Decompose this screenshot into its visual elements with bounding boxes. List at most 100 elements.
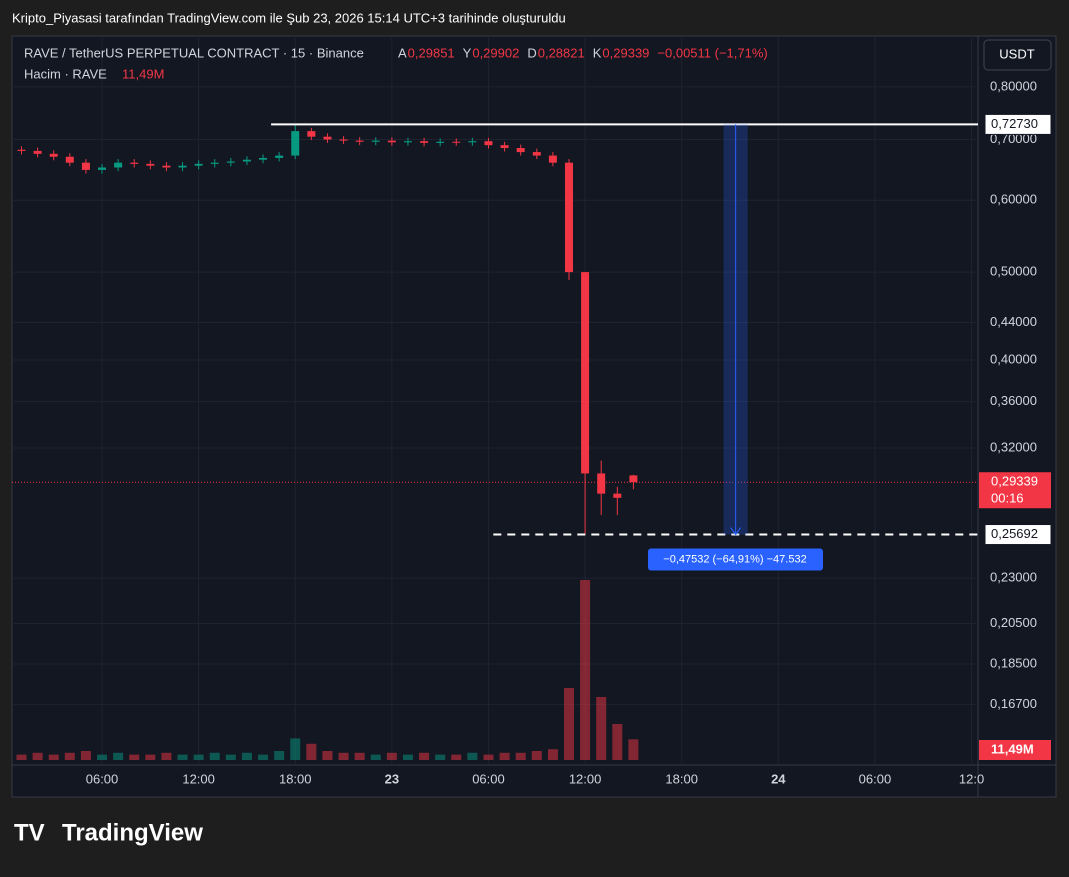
x-tick-label: 24 bbox=[771, 771, 786, 786]
candle-body bbox=[597, 473, 606, 494]
volume-bar bbox=[113, 752, 124, 760]
legend-high: 0,29902 bbox=[472, 45, 519, 60]
volume-bar bbox=[32, 752, 43, 760]
volume-bar bbox=[241, 752, 252, 760]
y-tick-label: 0,60000 bbox=[990, 192, 1037, 207]
volume-label-box bbox=[979, 740, 1051, 760]
candle-body bbox=[226, 161, 235, 163]
legend-open-label: A bbox=[398, 45, 407, 60]
volume-bar bbox=[451, 754, 462, 760]
candle-body bbox=[548, 155, 557, 163]
candle-body bbox=[420, 141, 429, 143]
price-label-box bbox=[984, 524, 1052, 546]
x-tick-label: 18:00 bbox=[665, 771, 698, 786]
candle-body bbox=[98, 167, 107, 170]
countdown: 00:16 bbox=[991, 491, 1024, 506]
candle-body bbox=[33, 150, 42, 154]
volume-bar bbox=[16, 754, 27, 760]
x-tick-label: 12:00 bbox=[569, 771, 602, 786]
logo-text: TradingView bbox=[62, 819, 203, 846]
x-tick-label: 06:00 bbox=[86, 771, 119, 786]
volume-bar bbox=[596, 697, 607, 760]
last-price: 0,29339 bbox=[991, 474, 1038, 489]
measure-label-box bbox=[648, 548, 823, 571]
candle-body bbox=[403, 141, 412, 143]
y-tick-label: 0,44000 bbox=[990, 314, 1037, 329]
candle-body bbox=[307, 131, 316, 137]
y-tick-label: 0,36000 bbox=[990, 393, 1037, 408]
volume-bar bbox=[547, 749, 558, 760]
symbol: RAVE / TetherUS PERPETUAL CONTRACT · 15 … bbox=[24, 45, 364, 60]
candle-body bbox=[275, 155, 284, 158]
y-tick-label: 0,40000 bbox=[990, 351, 1037, 366]
currency[interactable]: USDT bbox=[999, 46, 1034, 61]
x-tick-label: 18:00 bbox=[279, 771, 312, 786]
candle-body bbox=[242, 159, 251, 162]
candle-body bbox=[259, 157, 268, 160]
volume-label: 11,49M bbox=[991, 741, 1034, 756]
candle-body bbox=[194, 163, 203, 166]
volume-bar bbox=[419, 752, 430, 760]
volume-bar bbox=[612, 724, 623, 760]
chart-frame bbox=[11, 35, 1057, 798]
legend-open: 0,29851 bbox=[408, 45, 455, 60]
candle-body bbox=[436, 141, 445, 143]
candle-body bbox=[564, 162, 573, 273]
y-tick-label: 0,50000 bbox=[990, 264, 1037, 279]
volume-bar bbox=[306, 743, 317, 760]
candle-body bbox=[81, 162, 90, 170]
price-label: 0,72730 bbox=[991, 116, 1038, 131]
y-tick-label: 0,16700 bbox=[990, 696, 1037, 711]
volume-bar bbox=[515, 752, 526, 760]
volume-bar bbox=[531, 751, 542, 760]
y-tick-label: 0,18500 bbox=[990, 655, 1037, 670]
measure-arrowhead bbox=[730, 527, 742, 536]
candle-body bbox=[516, 148, 525, 153]
candle-body bbox=[452, 141, 461, 143]
volume-bar bbox=[64, 752, 75, 760]
volume-bar bbox=[274, 751, 285, 760]
x-tick-label: 23 bbox=[385, 771, 399, 786]
candle-body bbox=[146, 163, 155, 166]
volume-bar bbox=[628, 739, 639, 760]
candle-body bbox=[65, 156, 74, 163]
volume-bar bbox=[563, 688, 574, 760]
logo: TV TradingView bbox=[14, 819, 203, 846]
volume-bar bbox=[467, 752, 478, 760]
volume-bar bbox=[97, 754, 108, 760]
candle-body bbox=[130, 162, 139, 164]
volume-bar bbox=[322, 751, 333, 760]
currency-button[interactable] bbox=[983, 39, 1052, 71]
x-tick-label: 12:0 bbox=[959, 771, 984, 786]
volume-bar bbox=[80, 751, 91, 760]
volume-bar bbox=[209, 752, 220, 760]
volume-bar bbox=[258, 754, 269, 760]
volume-bar bbox=[145, 754, 156, 760]
volume-bar bbox=[435, 754, 446, 760]
candle-body bbox=[178, 165, 187, 168]
last-price-box bbox=[979, 472, 1051, 509]
volume-legend-value: 11,49M bbox=[122, 66, 164, 81]
legend-close-label: K bbox=[593, 45, 602, 60]
y-tick-label: 0,20500 bbox=[990, 615, 1037, 630]
candle-body bbox=[629, 475, 638, 483]
legend-high-label: Y bbox=[463, 45, 472, 60]
volume-legend: Hacim · RAVE bbox=[24, 66, 107, 81]
volume-bar bbox=[483, 754, 494, 760]
candle-body bbox=[500, 145, 509, 149]
legend-close: 0,29339 bbox=[602, 45, 649, 60]
candle-body bbox=[468, 141, 477, 143]
legend-change: −0,00511 (−1,71%) bbox=[657, 45, 767, 60]
volume-bar bbox=[161, 752, 172, 760]
x-tick-label: 06:00 bbox=[472, 771, 505, 786]
volume-bar bbox=[290, 738, 301, 760]
volume-bar bbox=[193, 754, 204, 760]
y-tick-label: 0,80000 bbox=[990, 78, 1037, 93]
volume-bar bbox=[354, 752, 365, 760]
price-label: 0,25692 bbox=[991, 526, 1038, 541]
volume-bar bbox=[402, 754, 413, 760]
candle-body bbox=[114, 162, 123, 168]
measure-label: −0,47532 (−64,91%) −47.532 bbox=[663, 553, 806, 565]
price-label-box bbox=[984, 113, 1052, 135]
